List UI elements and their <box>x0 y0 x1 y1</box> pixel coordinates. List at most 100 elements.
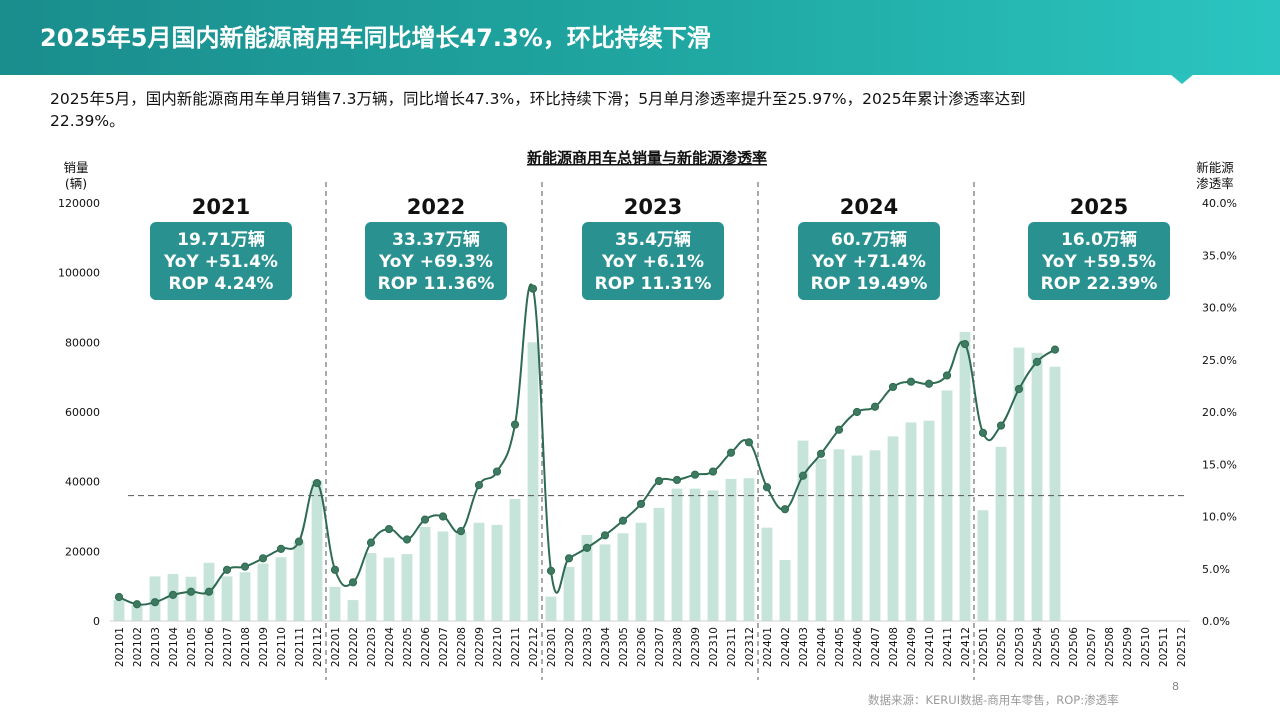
bar <box>833 449 845 621</box>
y-tick-left: 60000 <box>65 406 100 419</box>
chart-title: 新能源商用车总销量与新能源渗透率 <box>527 149 767 167</box>
x-tick-label: 202505 <box>1050 627 1062 667</box>
x-tick-label: 202507 <box>1086 627 1098 667</box>
y-tick-right: 10.0% <box>1202 511 1237 524</box>
bar <box>869 450 881 621</box>
y-axis-left-label: (辆) <box>65 176 87 191</box>
x-tick-label: 202212 <box>528 627 540 667</box>
line-point <box>582 543 592 552</box>
line-point <box>294 537 304 546</box>
year-label: 2025 <box>1070 195 1128 219</box>
line-point <box>852 407 862 417</box>
x-tick-label: 202405 <box>834 627 846 667</box>
line-point <box>528 284 538 293</box>
line-point <box>600 531 610 540</box>
annotation-box <box>798 222 940 300</box>
x-tick-label: 202301 <box>546 627 558 667</box>
x-tick-label: 202508 <box>1104 627 1116 667</box>
line-point <box>996 421 1006 430</box>
line-point <box>798 471 808 480</box>
x-tick-label: 202411 <box>942 627 954 667</box>
line-point <box>240 562 250 571</box>
bar <box>707 490 719 621</box>
line-point <box>654 476 664 486</box>
line-point <box>222 565 232 574</box>
x-tick-label: 202409 <box>906 627 918 667</box>
x-tick-label: 202110 <box>276 627 288 667</box>
line-point <box>618 516 628 525</box>
x-tick-label: 202102 <box>132 627 144 667</box>
annotation-text: YoY +6.1% <box>601 252 704 272</box>
x-tick-label: 202105 <box>186 627 198 667</box>
x-tick-label: 202207 <box>438 627 450 667</box>
line-point <box>960 339 970 349</box>
year-label: 2024 <box>840 195 898 219</box>
line-point <box>1014 384 1024 394</box>
line-point <box>690 470 700 479</box>
bar <box>311 480 323 621</box>
x-tick-label: 202312 <box>744 627 756 667</box>
bar <box>977 510 989 621</box>
line-point <box>942 371 952 380</box>
line-point <box>762 483 772 492</box>
y-tick-right: 40.0% <box>1202 197 1237 210</box>
y-tick-left: 0 <box>93 615 100 628</box>
x-tick-label: 202407 <box>870 627 882 667</box>
bar <box>455 532 467 621</box>
y-tick-right: 0.0% <box>1202 615 1230 628</box>
bar <box>959 331 971 621</box>
bar <box>635 522 647 621</box>
line-point <box>1032 357 1042 366</box>
line-point <box>366 538 376 547</box>
bar <box>599 544 611 621</box>
bar <box>743 478 755 621</box>
bar <box>1049 366 1061 621</box>
line-point <box>330 565 340 574</box>
bar <box>995 446 1007 621</box>
x-tick-label: 202112 <box>312 627 324 667</box>
x-tick-label: 202310 <box>708 627 720 667</box>
bar <box>797 440 809 621</box>
y-axis-right-label: 新能源 <box>1196 160 1234 175</box>
header-banner <box>0 0 1280 75</box>
bar <box>275 557 287 621</box>
line-point <box>438 512 448 521</box>
x-tick-label: 202503 <box>1014 627 1026 667</box>
bar <box>941 390 953 621</box>
year-label: 2022 <box>407 195 465 219</box>
bar <box>293 541 305 621</box>
bar <box>815 459 827 621</box>
annotation-box <box>1028 222 1170 300</box>
x-tick-label: 202206 <box>420 627 432 667</box>
bar <box>851 455 863 621</box>
x-tick-label: 202509 <box>1122 627 1134 667</box>
line-point <box>546 566 556 575</box>
line-point <box>276 544 286 553</box>
annotation-text: 60.7万辆 <box>831 229 907 250</box>
line-point <box>420 515 430 524</box>
year-label: 2023 <box>624 195 682 219</box>
bar <box>257 563 269 621</box>
line-point <box>258 554 268 563</box>
x-tick-label: 202309 <box>690 627 702 667</box>
page-title: 2025年5月国内新能源商用车同比增长47.3%，环比持续下滑 <box>40 24 711 52</box>
x-tick-label: 202308 <box>672 627 684 667</box>
x-tick-label: 202510 <box>1140 627 1152 667</box>
line-point <box>906 377 916 386</box>
x-tick-label: 202408 <box>888 627 900 667</box>
x-tick-label: 202502 <box>996 627 1008 667</box>
line-point <box>1050 345 1060 354</box>
y-tick-left: 20000 <box>65 545 100 558</box>
bar <box>653 507 665 621</box>
line-point <box>204 587 214 596</box>
bar <box>1031 352 1043 621</box>
line-point <box>726 448 736 457</box>
x-tick-label: 202211 <box>510 627 522 667</box>
y-tick-right: 20.0% <box>1202 406 1237 419</box>
line-point <box>708 467 718 476</box>
page-number: 8 <box>1172 680 1179 693</box>
annotation-text: 35.4万辆 <box>615 229 691 250</box>
line-layer <box>114 283 1060 609</box>
bar <box>545 596 557 621</box>
